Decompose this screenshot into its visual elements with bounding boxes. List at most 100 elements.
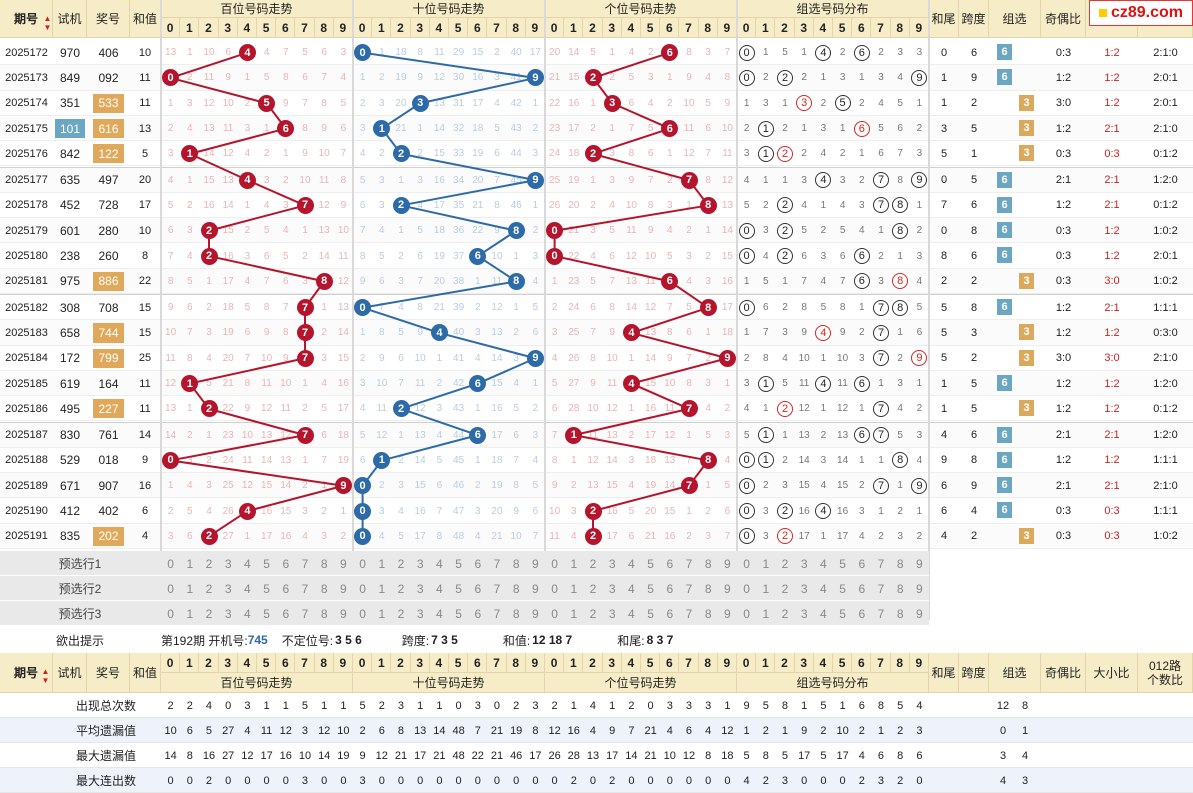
prediction-digit-button[interactable]: 4 xyxy=(628,581,635,596)
site-logo[interactable]: cz89.com xyxy=(1089,0,1193,26)
prediction-digit-button[interactable]: 9 xyxy=(340,556,347,571)
prediction-digit-button[interactable]: 0 xyxy=(551,606,558,621)
prediction-digit-button[interactable]: 6 xyxy=(858,581,866,596)
prediction-digit-button[interactable]: 6 xyxy=(666,606,674,621)
prediction-digit-button[interactable]: 8 xyxy=(512,581,520,596)
prediction-digit-button[interactable]: 5 xyxy=(647,606,654,621)
prediction-digit-button[interactable]: 4 xyxy=(820,606,827,621)
prediction-digit-button[interactable]: 2 xyxy=(397,606,405,621)
prediction-digit-button[interactable]: 7 xyxy=(493,556,501,571)
prediction-digit-button[interactable]: 3 xyxy=(224,606,232,621)
prediction-digit-button[interactable]: 5 xyxy=(455,606,462,621)
prediction-digit-button[interactable]: 7 xyxy=(685,606,693,621)
prediction-digit-button[interactable]: 8 xyxy=(704,581,712,596)
prediction-digit-button[interactable]: 5 xyxy=(647,556,654,571)
prediction-digit-button[interactable]: 6 xyxy=(282,606,290,621)
prediction-digit-button[interactable]: 0 xyxy=(551,581,558,596)
prediction-digit-button[interactable]: 6 xyxy=(666,556,674,571)
prediction-digit-button[interactable]: 6 xyxy=(474,581,482,596)
prediction-digit-button[interactable]: 7 xyxy=(301,581,309,596)
prediction-digit-button[interactable]: 4 xyxy=(244,581,251,596)
prediction-digit-button[interactable]: 7 xyxy=(685,556,693,571)
prediction-digit-button[interactable]: 7 xyxy=(877,606,885,621)
prediction-digit-button[interactable]: 0 xyxy=(167,581,174,596)
prediction-digit-button[interactable]: 2 xyxy=(589,581,597,596)
prediction-digit-button[interactable]: 2 xyxy=(205,606,213,621)
prediction-digit-button[interactable]: 8 xyxy=(896,606,904,621)
prediction-digit-button[interactable]: 3 xyxy=(608,556,616,571)
prediction-digit-button[interactable]: 9 xyxy=(724,606,731,621)
prediction-digit-button[interactable]: 8 xyxy=(320,581,328,596)
prediction-digit-button[interactable]: 5 xyxy=(647,581,654,596)
prediction-digit-button[interactable]: 1 xyxy=(378,581,386,596)
prediction-digit-button[interactable]: 5 xyxy=(839,581,846,596)
prediction-digit-button[interactable]: 2 xyxy=(397,581,405,596)
prediction-digit-button[interactable]: 0 xyxy=(743,556,750,571)
prediction-digit-button[interactable]: 0 xyxy=(167,556,174,571)
prediction-digit-button[interactable]: 1 xyxy=(762,556,770,571)
prediction-digit-button[interactable]: 1 xyxy=(378,606,386,621)
prediction-digit-button[interactable]: 9 xyxy=(916,606,923,621)
prediction-digit-button[interactable]: 3 xyxy=(224,556,232,571)
prediction-digit-button[interactable]: 5 xyxy=(263,581,270,596)
prediction-digit-button[interactable]: 1 xyxy=(570,581,578,596)
prediction-digit-button[interactable]: 2 xyxy=(781,581,789,596)
prediction-digit-button[interactable]: 9 xyxy=(916,556,923,571)
prediction-digit-button[interactable]: 9 xyxy=(916,581,923,596)
prediction-digit-button[interactable]: 0 xyxy=(359,606,366,621)
prediction-digit-button[interactable]: 0 xyxy=(359,581,366,596)
prediction-digit-button[interactable]: 7 xyxy=(877,556,885,571)
prediction-digit-button[interactable]: 9 xyxy=(724,581,731,596)
prediction-digit-button[interactable]: 2 xyxy=(397,556,405,571)
issue-sort-header[interactable]: 期号 xyxy=(0,0,53,38)
prediction-digit-button[interactable]: 9 xyxy=(532,606,539,621)
prediction-digit-button[interactable]: 7 xyxy=(301,556,309,571)
prediction-digit-button[interactable]: 1 xyxy=(570,556,578,571)
prediction-digit-button[interactable]: 6 xyxy=(858,606,866,621)
prediction-digit-button[interactable]: 0 xyxy=(743,606,750,621)
prediction-digit-button[interactable]: 8 xyxy=(320,556,328,571)
prediction-digit-button[interactable]: 4 xyxy=(820,556,827,571)
sort-arrow-icon-bottom[interactable]: ▲▼ xyxy=(41,667,50,685)
prediction-digit-button[interactable]: 9 xyxy=(532,581,539,596)
prediction-digit-button[interactable]: 7 xyxy=(877,581,885,596)
prediction-digit-button[interactable]: 6 xyxy=(474,556,482,571)
prediction-digit-button[interactable]: 2 xyxy=(589,606,597,621)
prediction-digit-button[interactable]: 6 xyxy=(666,581,674,596)
prediction-digit-button[interactable]: 8 xyxy=(896,581,904,596)
prediction-digit-button[interactable]: 1 xyxy=(570,606,578,621)
prediction-digit-button[interactable]: 2 xyxy=(589,556,597,571)
prediction-digit-button[interactable]: 4 xyxy=(628,606,635,621)
prediction-digit-button[interactable]: 2 xyxy=(781,556,789,571)
prediction-digit-button[interactable]: 3 xyxy=(800,556,808,571)
prediction-digit-button[interactable]: 8 xyxy=(320,606,328,621)
prediction-digit-button[interactable]: 3 xyxy=(608,606,616,621)
prediction-digit-button[interactable]: 5 xyxy=(263,606,270,621)
prediction-digit-button[interactable]: 1 xyxy=(762,581,770,596)
prediction-digit-button[interactable]: 1 xyxy=(378,556,386,571)
prediction-digit-button[interactable]: 9 xyxy=(340,606,347,621)
prediction-digit-button[interactable]: 0 xyxy=(167,606,174,621)
prediction-digit-button[interactable]: 8 xyxy=(704,556,712,571)
prediction-digit-button[interactable]: 7 xyxy=(301,606,309,621)
prediction-digit-button[interactable]: 8 xyxy=(512,556,520,571)
prediction-digit-button[interactable]: 3 xyxy=(800,581,808,596)
prediction-digit-button[interactable]: 4 xyxy=(436,556,443,571)
prediction-digit-button[interactable]: 4 xyxy=(436,581,443,596)
prediction-digit-button[interactable]: 6 xyxy=(474,606,482,621)
prediction-digit-button[interactable]: 5 xyxy=(455,556,462,571)
prediction-digit-button[interactable]: 5 xyxy=(455,581,462,596)
prediction-digit-button[interactable]: 7 xyxy=(493,606,501,621)
prediction-digit-button[interactable]: 1 xyxy=(762,606,770,621)
prediction-digit-button[interactable]: 5 xyxy=(839,606,846,621)
prediction-digit-button[interactable]: 8 xyxy=(896,556,904,571)
prediction-digit-button[interactable]: 3 xyxy=(416,581,424,596)
prediction-digit-button[interactable]: 1 xyxy=(186,556,194,571)
prediction-digit-button[interactable]: 1 xyxy=(186,606,194,621)
prediction-digit-button[interactable]: 4 xyxy=(436,606,443,621)
prediction-digit-button[interactable]: 3 xyxy=(800,606,808,621)
prediction-digit-button[interactable]: 3 xyxy=(224,581,232,596)
prediction-digit-button[interactable]: 2 xyxy=(205,581,213,596)
prediction-digit-button[interactable]: 2 xyxy=(781,606,789,621)
prediction-digit-button[interactable]: 1 xyxy=(186,581,194,596)
